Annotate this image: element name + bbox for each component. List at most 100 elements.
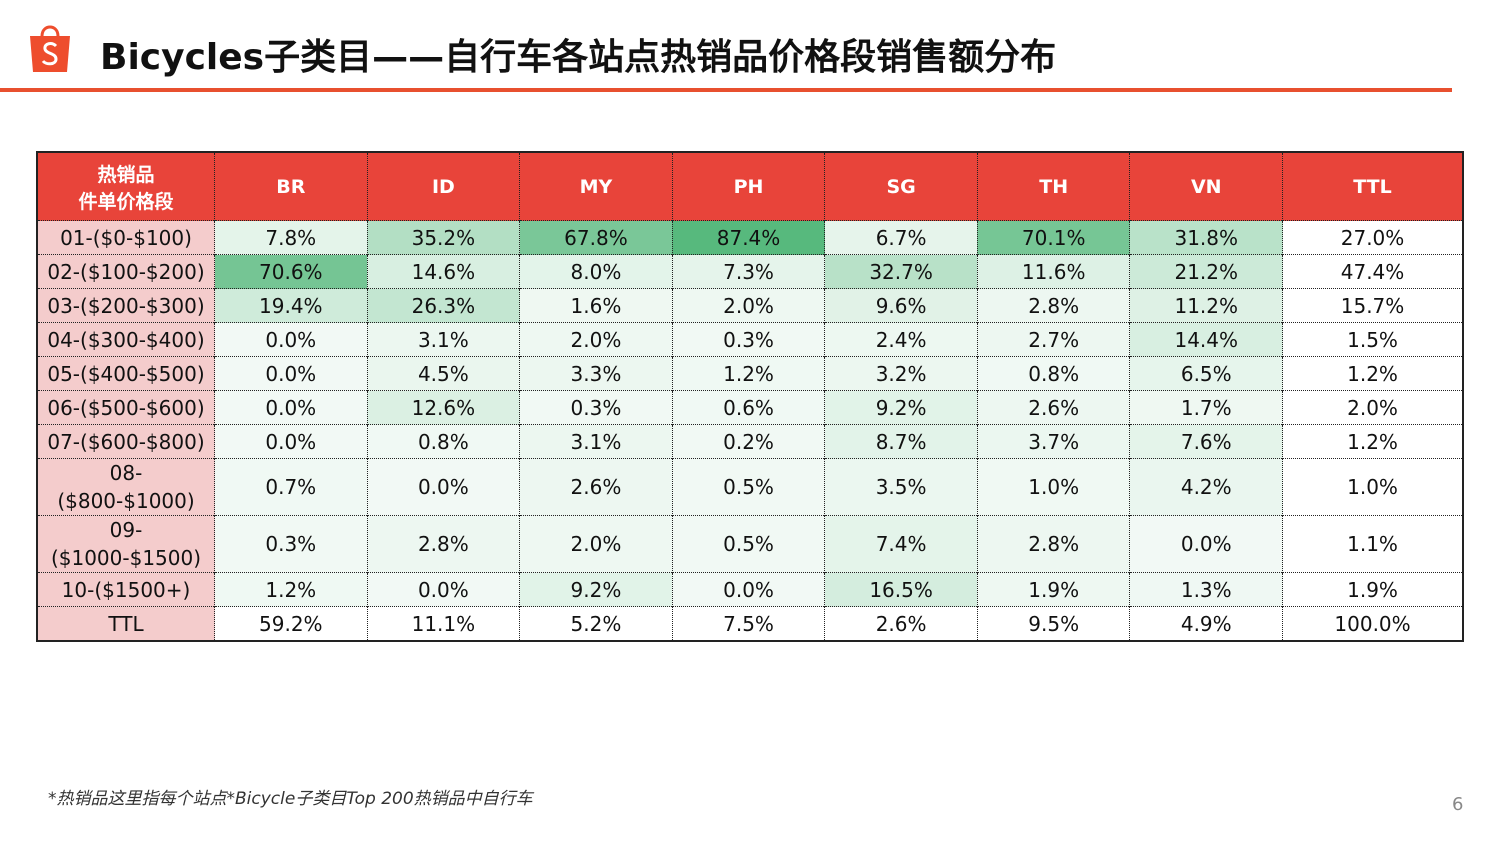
- cell: 16.5%: [824, 572, 978, 607]
- column-header: PH: [671, 152, 825, 221]
- cell: 5.2%: [519, 606, 673, 641]
- cell: 19.4%: [214, 288, 368, 323]
- cell: 7.8%: [214, 220, 368, 255]
- cell: 2.6%: [824, 606, 978, 641]
- cell: 1.2%: [1282, 356, 1463, 391]
- cell: 87.4%: [671, 220, 825, 255]
- corner-header: 热销品 件单价格段: [36, 152, 215, 221]
- total-row: TTL 59.2% 11.1% 5.2% 7.5% 2.6% 9.5% 4.9% 100.0%: [36, 606, 1463, 641]
- cell: 0.0%: [214, 322, 368, 357]
- cell: 9.2%: [824, 390, 978, 425]
- cell: 0.0%: [214, 390, 368, 425]
- cell: 1.7%: [1129, 390, 1283, 425]
- cell: 7.6%: [1129, 424, 1283, 459]
- table-row: 07-($600-$800) 0.0% 0.8% 3.1% 0.2% 8.7% 3.7% 7.…: [36, 424, 1463, 459]
- row-header: 04-($300-$400): [36, 322, 215, 357]
- cell: 1.9%: [976, 572, 1130, 607]
- cell: 59.2%: [214, 606, 368, 641]
- cell: 11.6%: [976, 254, 1130, 289]
- cell: 6.5%: [1129, 356, 1283, 391]
- cell: 1.2%: [671, 356, 825, 391]
- cell: 2.8%: [366, 515, 520, 573]
- row-header: 01-($0-$100): [36, 220, 215, 255]
- footnote: *热销品这里指每个站点*Bicycle子类目Top 200热销品中自行车: [48, 789, 533, 809]
- cell: 0.0%: [366, 572, 520, 607]
- row-header: 07-($600-$800): [36, 424, 215, 459]
- column-header: VN: [1129, 152, 1283, 221]
- cell: 3.3%: [519, 356, 673, 391]
- table-row: 03-($200-$300) 19.4% 26.3% 1.6% 2.0% 9.6% 2.8%…: [36, 288, 1463, 323]
- title: Bicycles子类目——自行车各站点热销品价格段销售额分布: [100, 37, 1057, 78]
- cell: 2.0%: [1282, 390, 1463, 425]
- cell: 14.4%: [1129, 322, 1283, 357]
- logo: [30, 25, 70, 72]
- cell: 2.4%: [824, 322, 978, 357]
- cell: 8.7%: [824, 424, 978, 459]
- table-row: 06-($500-$600) 0.0% 12.6% 0.3% 0.6% 9.2% 2.6% 1…: [36, 390, 1463, 425]
- cell: 1.0%: [1282, 458, 1463, 516]
- cell: 2.0%: [671, 288, 825, 323]
- row-header: 03-($200-$300): [36, 288, 215, 323]
- cell: 4.2%: [1129, 458, 1283, 516]
- cell: 2.0%: [519, 322, 673, 357]
- cell: 15.7%: [1282, 288, 1463, 323]
- cell: 27.0%: [1282, 220, 1463, 255]
- cell: 2.6%: [519, 458, 673, 516]
- cell: 26.3%: [366, 288, 520, 323]
- cell: 2.6%: [976, 390, 1130, 425]
- cell: 0.5%: [671, 515, 825, 573]
- cell: 9.6%: [824, 288, 978, 323]
- cell: 70.1%: [976, 220, 1130, 255]
- row-header: 02-($100-$200): [36, 254, 215, 289]
- header-row: 热销品 件单价格段 BR ID MY PH SG TH VN TTL: [36, 152, 1463, 221]
- cell: 9.5%: [976, 606, 1130, 641]
- row-header: 05-($400-$500): [36, 356, 215, 391]
- cell: 0.5%: [671, 458, 825, 516]
- cell: 4.9%: [1129, 606, 1283, 641]
- row-header: 08-($800-$1000): [36, 458, 215, 516]
- table-row: 08-($800-$1000) 0.7% 0.0% 2.6% 0.5% 3.5% 1.0% 4…: [36, 458, 1463, 516]
- cell: 4.5%: [366, 356, 520, 391]
- cell: 0.6%: [671, 390, 825, 425]
- column-header: SG: [824, 152, 978, 221]
- cell: 14.6%: [366, 254, 520, 289]
- cell: 3.7%: [976, 424, 1130, 459]
- row-header: 09-($1000-$1500): [36, 515, 215, 573]
- row-header: 06-($500-$600): [36, 390, 215, 425]
- cell: 1.3%: [1129, 572, 1283, 607]
- cell: 70.6%: [214, 254, 368, 289]
- cell: 0.0%: [366, 458, 520, 516]
- cell: 35.2%: [366, 220, 520, 255]
- cell: 1.2%: [1282, 424, 1463, 459]
- cell: 3.5%: [824, 458, 978, 516]
- cell: 100.0%: [1282, 606, 1463, 641]
- cell: 0.0%: [214, 424, 368, 459]
- table-row: 01-($0-$100) 7.8% 35.2% 67.8% 87.4% 6.7% 70.1%…: [36, 220, 1463, 255]
- column-header: ID: [366, 152, 520, 221]
- cell: 1.5%: [1282, 322, 1463, 357]
- row-header: TTL: [36, 606, 215, 641]
- cell: 9.2%: [519, 572, 673, 607]
- table-body: 01-($0-$100) 7.8% 35.2% 67.8% 87.4% 6.7% 70.1%…: [36, 220, 1463, 641]
- cell: 1.0%: [976, 458, 1130, 516]
- cell: 32.7%: [824, 254, 978, 289]
- cell: 1.9%: [1282, 572, 1463, 607]
- cell: 0.0%: [671, 572, 825, 607]
- title-rule: [0, 88, 1452, 92]
- cell: 3.1%: [519, 424, 673, 459]
- cell: 11.2%: [1129, 288, 1283, 323]
- cell: 11.1%: [366, 606, 520, 641]
- cell: 12.6%: [366, 390, 520, 425]
- column-header: MY: [519, 152, 673, 221]
- cell: 0.8%: [366, 424, 520, 459]
- cell: 0.0%: [214, 356, 368, 391]
- corner-line: 件单价格段: [78, 190, 174, 213]
- column-header: BR: [214, 152, 368, 221]
- cell: 0.3%: [214, 515, 368, 573]
- row-header: 10-($1500+): [36, 572, 215, 607]
- table-row: 02-($100-$200) 70.6% 14.6% 8.0% 7.3% 32.7% 11.…: [36, 254, 1463, 289]
- table-row: 04-($300-$400) 0.0% 3.1% 2.0% 0.3% 2.4% 2.7% 14…: [36, 322, 1463, 357]
- cell: 2.8%: [976, 515, 1130, 573]
- cell: 7.4%: [824, 515, 978, 573]
